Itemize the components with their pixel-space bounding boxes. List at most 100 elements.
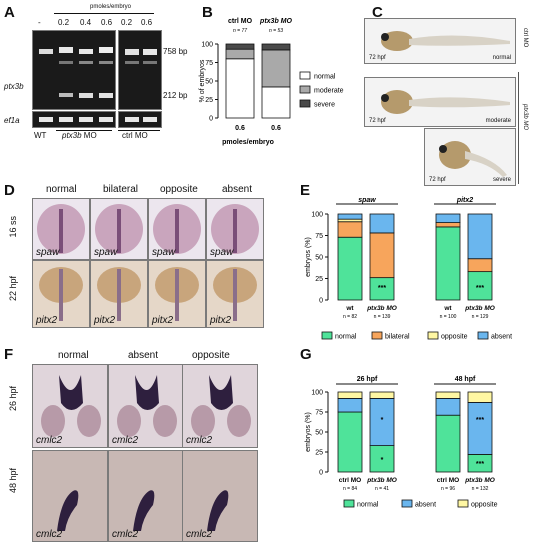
y-tick-label: 25: [315, 276, 323, 283]
x-tick-label: ctrl MO: [339, 477, 361, 484]
cmlc2-48hpf-image: cmlc2: [182, 450, 258, 542]
group-line-ctrl: [118, 130, 160, 131]
legend-label: moderate: [314, 88, 344, 95]
y-tick-label: 75: [205, 60, 213, 67]
dose-label: -: [38, 18, 41, 27]
count-label: n = 84: [343, 486, 357, 492]
group-label-ctrl-mo: ctrl MO: [122, 131, 148, 140]
count-label: n = 53: [269, 28, 283, 34]
group-label: pitx2: [456, 197, 473, 204]
bar-segment-absent: [369, 213, 395, 234]
legend-swatch-opposite: [457, 499, 469, 508]
cmlc2-48hpf-image: cmlc2: [32, 450, 108, 542]
row-label: 26 hpf: [8, 386, 18, 412]
side-label-ctrl: ctrl MO: [522, 28, 528, 48]
bar-segment-absent: [435, 213, 461, 223]
probe-label: pitx2: [210, 315, 232, 326]
x-tick-label: 0.6: [235, 125, 245, 132]
bar-segment-normal: [337, 411, 363, 473]
gel-image-ef1a-ctrl: [118, 111, 162, 128]
cmlc2-48hpf-image: cmlc2: [108, 450, 184, 542]
bar-segment-absent: [337, 213, 363, 220]
probe-label: spaw: [94, 247, 118, 258]
count-label: n = 96: [441, 486, 455, 492]
chart-e: 0 25 50 75 100 embryos (%) spaw pitx2 wt n = 82 pt…: [305, 197, 512, 341]
probe-label: pitx2: [36, 315, 58, 326]
legend-swatch-normal: [321, 331, 333, 340]
bar-segment-moderate: [261, 49, 291, 88]
significance-mark: ***: [378, 285, 386, 292]
legend-swatch-opposite: [427, 331, 439, 340]
phenotype-label: severe: [492, 177, 511, 183]
dose-caption: pmoles/embryo: [90, 4, 132, 10]
group-label: 26 hpf: [357, 376, 378, 383]
x-tick-label: ptx3b MO: [366, 305, 397, 312]
x-tick-label: ptx3b MO: [464, 305, 495, 312]
probe-label: cmlc2: [36, 435, 63, 446]
bar-segment-opposite: [337, 391, 363, 399]
legend-label: bilateral: [385, 334, 410, 341]
significance-mark: *: [381, 457, 384, 464]
legend-label: absent: [415, 502, 436, 509]
bar-segment-absent: [467, 402, 493, 455]
chart-g: 0 25 50 75 100 embryos (%) 26 hpf 48 hpf ctrl MO…: [305, 376, 498, 509]
panel-label-d: D: [4, 182, 15, 199]
probe-label: spaw: [210, 247, 234, 258]
probe-label: cmlc2: [186, 529, 213, 540]
embryo-photo-severe: 72 hpf severe: [424, 128, 516, 186]
cmlc2-26hpf-image: cmlc2: [108, 364, 184, 448]
significance-mark: ***: [476, 461, 484, 468]
legend-label: normal: [314, 74, 336, 81]
bar-segment-bilateral: [435, 222, 461, 228]
dose-label: 0.6: [141, 18, 153, 27]
dose-label: 0.2: [121, 18, 133, 27]
legend-label: opposite: [441, 334, 468, 341]
pitx2-embryo-image: pitx2: [32, 260, 90, 328]
column-label: absent: [128, 350, 159, 361]
legend-label: severe: [314, 102, 335, 109]
chart-b: 0 25 50 75 100 % of embryos ctrl MO n = 77 0.6 pt…: [199, 18, 344, 146]
probe-label: spaw: [36, 247, 60, 258]
x-tick-label: wt: [443, 305, 452, 312]
y-tick-label: 100: [201, 42, 213, 49]
dose-label: 0.4: [80, 18, 92, 27]
x-axis-label: pmoles/embryo: [222, 139, 274, 146]
legend-swatch-severe: [299, 99, 311, 108]
probe-label: pitx2: [94, 315, 116, 326]
bar-segment-severe: [261, 43, 291, 51]
y-tick-label: 50: [205, 79, 213, 86]
phenotype-label: moderate: [485, 118, 511, 124]
panel-label-a: A: [4, 4, 15, 21]
count-label: n = 100: [440, 314, 457, 320]
phenotype-label: normal: [492, 55, 511, 61]
stage-label: 72 hpf: [369, 118, 386, 124]
y-tick-label: 50: [315, 255, 323, 262]
spaw-embryo-image: spaw: [206, 198, 264, 260]
gel-image-ptx3b: [32, 30, 116, 110]
probe-label: cmlc2: [36, 529, 63, 540]
probe-label: spaw: [152, 247, 176, 258]
bar-segment-moderate: [225, 48, 255, 60]
row-label: 48 hpf: [8, 468, 18, 494]
stage-label: 72 hpf: [369, 55, 386, 61]
count-label: n = 132: [472, 486, 489, 492]
bar-segment-normal: [337, 236, 363, 301]
y-tick-label: 100: [311, 390, 323, 397]
panel-label-c: C: [372, 4, 383, 21]
group-line-mo: [56, 130, 112, 131]
x-tick-label: wt: [345, 305, 354, 312]
bar-segment-opposite: [369, 391, 395, 399]
pitx2-embryo-image: pitx2: [206, 260, 264, 328]
gel-image-ef1a: [32, 111, 116, 128]
bar-segment-absent: [467, 213, 493, 260]
bar-segment-severe: [225, 43, 255, 50]
bar-segment-normal: [225, 58, 255, 119]
column-label: normal: [46, 184, 77, 195]
gel-image-ptx3b-ctrl: [118, 30, 162, 110]
bar-segment-absent: [369, 398, 395, 447]
column-label: bilateral: [103, 184, 139, 195]
group-label-ptx3b-mo: ptx3b MO: [62, 131, 97, 140]
bracket-line: [518, 72, 519, 184]
pitx2-embryo-image: pitx2: [90, 260, 148, 328]
row-label: 22 hpf: [8, 276, 18, 302]
